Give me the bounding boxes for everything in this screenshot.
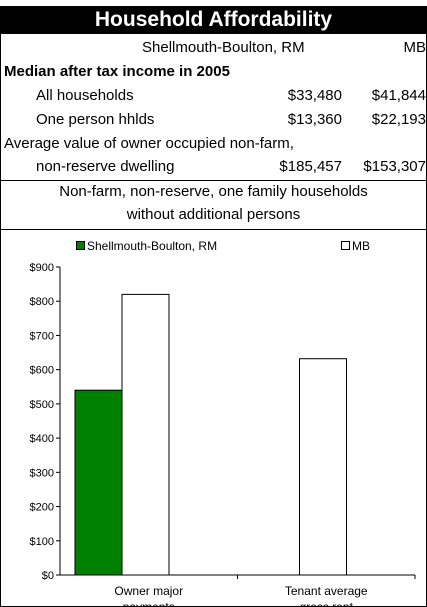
dwelling-label: non-reserve dwelling bbox=[36, 158, 175, 175]
dwelling-label: Average value of owner occupied non-farm… bbox=[4, 135, 294, 152]
chart-subheading: Non-farm, non-reserve, one family househ… bbox=[59, 183, 368, 200]
divider bbox=[0, 229, 427, 230]
bar bbox=[121, 293, 170, 576]
y-tick-label: $300 bbox=[30, 467, 54, 479]
row-label: All households bbox=[36, 87, 134, 104]
x-tick-label: Tenant average bbox=[285, 584, 368, 598]
y-tick-label: $200 bbox=[30, 502, 54, 514]
y-tick-label: $400 bbox=[30, 433, 54, 445]
column-header-province: MB bbox=[403, 39, 427, 56]
page-title: Household Affordability bbox=[0, 6, 427, 34]
y-tick-label: $800 bbox=[30, 296, 54, 308]
row-value-region: $33,480 bbox=[287, 87, 342, 104]
row-value-province: $41,844 bbox=[371, 87, 426, 104]
divider bbox=[0, 180, 427, 181]
row-value-region: $13,360 bbox=[287, 111, 342, 128]
chart-subheading: without additional persons bbox=[126, 206, 301, 223]
section-title: Median after tax income in 2005 bbox=[4, 63, 230, 80]
row-label: One person hhlds bbox=[36, 111, 155, 128]
x-tick-label: Owner major bbox=[114, 584, 183, 598]
left-border bbox=[0, 34, 1, 607]
y-tick-label: $100 bbox=[30, 536, 54, 548]
y-tick-label: $500 bbox=[30, 399, 54, 411]
y-tick-label: $900 bbox=[30, 262, 54, 274]
legend-swatch-region bbox=[76, 241, 85, 250]
dwelling-value-province: $153,307 bbox=[363, 158, 426, 175]
x-tick-label: gross rent bbox=[300, 600, 354, 607]
x-tick-label: payments bbox=[123, 600, 175, 607]
legend-label-province: MB bbox=[352, 239, 370, 253]
y-tick-label: $700 bbox=[30, 330, 54, 342]
bar bbox=[299, 358, 347, 576]
legend-label-region: Shellmouth-Boulton, RM bbox=[87, 239, 218, 253]
y-tick-label: $0 bbox=[42, 570, 54, 582]
y-tick-label: $600 bbox=[30, 365, 54, 377]
legend-swatch-province bbox=[341, 241, 350, 250]
dwelling-value-region: $185,457 bbox=[279, 158, 342, 175]
row-value-province: $22,193 bbox=[371, 111, 426, 128]
column-header-region: Shellmouth-Boulton, RM bbox=[142, 39, 305, 56]
bar bbox=[74, 389, 123, 576]
